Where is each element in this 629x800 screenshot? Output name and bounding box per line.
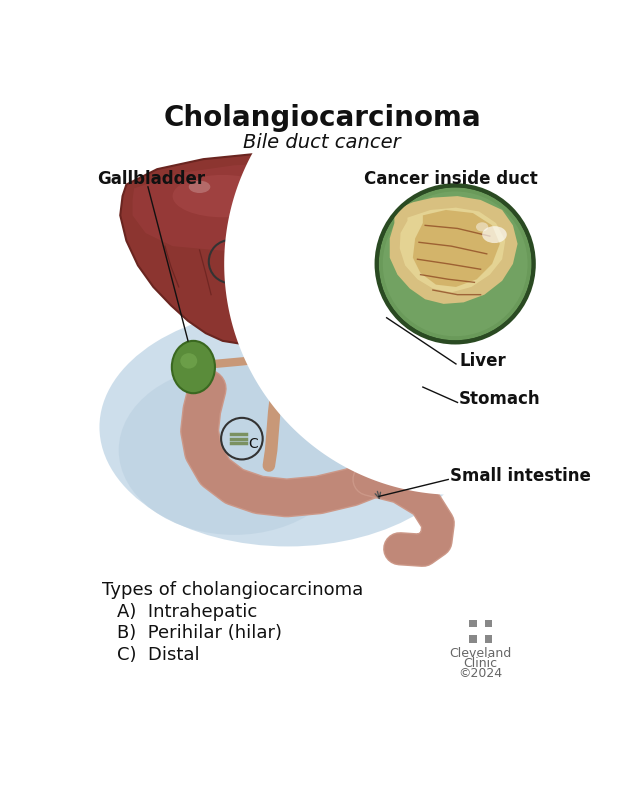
Polygon shape [400,208,505,292]
Polygon shape [267,298,465,459]
Bar [469,635,477,642]
Text: C)  Distal: C) Distal [117,646,200,664]
Polygon shape [120,154,409,344]
Text: ©2024: ©2024 [459,666,503,679]
Ellipse shape [281,175,295,183]
Text: Small intestine: Small intestine [450,466,591,485]
Circle shape [383,191,528,336]
Circle shape [377,186,534,342]
Bar [484,619,492,627]
Text: Bile duct cancer: Bile duct cancer [243,133,401,152]
Text: C: C [248,437,259,451]
Text: Cholangiocarcinoma: Cholangiocarcinoma [163,103,481,131]
Ellipse shape [119,366,350,535]
Polygon shape [413,210,500,287]
Ellipse shape [318,312,430,370]
Ellipse shape [172,341,215,394]
Ellipse shape [99,308,477,546]
Text: Liver: Liver [459,352,506,370]
Text: Cancer inside duct: Cancer inside duct [364,170,537,188]
Text: Gallbladder: Gallbladder [97,170,205,188]
Ellipse shape [172,175,273,218]
Text: Cleveland: Cleveland [450,646,512,659]
Text: Types of cholangiocarcinoma: Types of cholangiocarcinoma [102,581,363,599]
Text: A)  Intrahepatic: A) Intrahepatic [117,602,257,621]
Ellipse shape [329,206,340,214]
Text: Stomach: Stomach [459,390,541,408]
Polygon shape [224,33,629,495]
Ellipse shape [476,222,488,231]
Text: B)  Perihilar (hilar): B) Perihilar (hilar) [117,624,282,642]
Ellipse shape [189,181,210,193]
Ellipse shape [482,226,507,243]
Polygon shape [133,163,381,258]
Text: B: B [285,354,294,369]
Bar [469,619,477,627]
Polygon shape [279,162,408,333]
Wedge shape [272,346,288,356]
Text: A: A [226,254,235,269]
Ellipse shape [181,353,198,369]
Text: Clinic: Clinic [464,657,498,670]
Bar [484,635,492,642]
Polygon shape [390,196,518,304]
